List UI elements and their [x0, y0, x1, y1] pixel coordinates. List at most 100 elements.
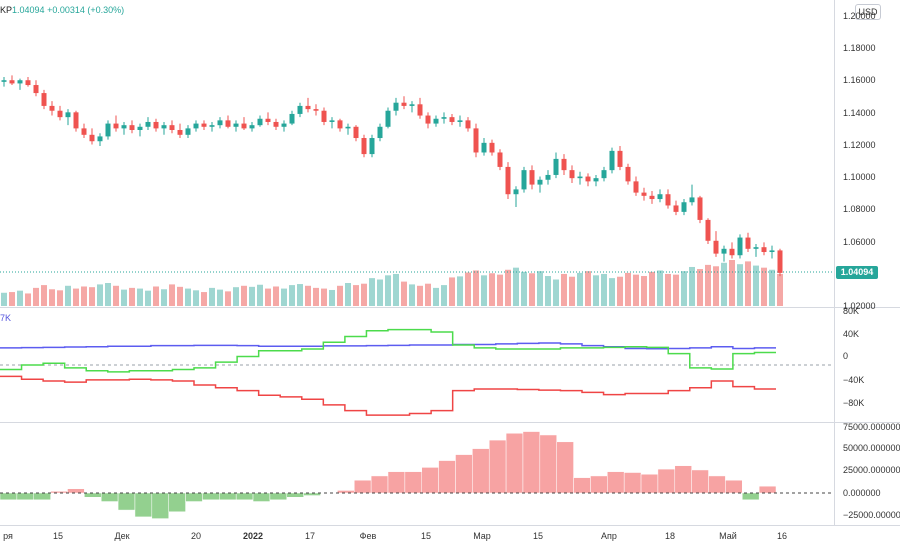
- candle-body: [633, 181, 639, 193]
- volume-bar: [281, 288, 287, 306]
- net-bar: [67, 488, 85, 494]
- volume-bar: [545, 276, 551, 306]
- volume-bar: [297, 284, 303, 306]
- axis-tick-label: 1.16000: [843, 75, 876, 85]
- volume-bar: [737, 264, 743, 306]
- volume-bar: [521, 271, 527, 306]
- volume-bar: [537, 271, 543, 306]
- cot-axis[interactable]: 80K 40K 0 −40K −80K: [835, 306, 900, 422]
- axis-tick-label: 25000.000000: [843, 465, 900, 475]
- candle-body: [353, 126, 359, 139]
- volume-bar: [113, 285, 119, 306]
- net-bar: [623, 472, 642, 494]
- net-bar: [438, 460, 456, 494]
- candle-body: [233, 123, 239, 127]
- candle-body: [449, 117, 455, 122]
- time-axis[interactable]: ря 15 Дек 20 2022 17 Фев 15 Мар 15 Апр 18 Май 16: [0, 526, 834, 545]
- net-bar: [0, 492, 18, 501]
- axis-tick-label: 40K: [843, 329, 860, 339]
- time-tick-label: Май: [719, 531, 737, 541]
- candle-body: [433, 118, 439, 124]
- price-axis[interactable]: 1.20000 1.18000 1.16000 1.14000 1.12000 1.100…: [835, 0, 900, 311]
- axis-tick-label: 80K: [843, 306, 860, 316]
- axis-tick-label: 1.08000: [843, 204, 876, 214]
- volume-bar: [593, 275, 599, 306]
- volume-bar: [217, 289, 223, 306]
- candle-body: [473, 128, 479, 153]
- candle-body: [705, 219, 711, 241]
- volume-bar: [337, 285, 343, 306]
- cot-green-series: [0, 328, 776, 373]
- net-bar: [235, 492, 254, 501]
- volume-bar: [417, 285, 423, 306]
- candle-body: [641, 192, 647, 196]
- candle-body: [609, 150, 615, 171]
- cot-lines-chart: [0, 328, 834, 416]
- volume-bar: [305, 285, 311, 306]
- net-bar: [522, 431, 541, 494]
- hist-axis[interactable]: 75000.000000 50000.000000 25000.000000 0.00…: [835, 422, 900, 525]
- last-price-tag: 1.04094: [836, 266, 878, 279]
- net-bar: [556, 441, 574, 494]
- volume-bar: [57, 290, 63, 306]
- volume-bar: [441, 285, 447, 306]
- volume-bar: [49, 289, 55, 306]
- candlestick-chart[interactable]: [0, 0, 834, 307]
- candle-body: [217, 120, 223, 126]
- candle-body: [297, 105, 303, 114]
- volume-bar: [225, 291, 231, 306]
- pane-divider[interactable]: [0, 422, 900, 423]
- volume-bar: [273, 286, 279, 306]
- volume-bar: [553, 279, 559, 306]
- candle-body: [97, 136, 103, 142]
- volume-bar: [761, 267, 767, 306]
- volume-bar: [129, 287, 135, 306]
- net-bar: [202, 492, 220, 501]
- pane-divider[interactable]: [0, 307, 900, 308]
- candle-body: [9, 80, 15, 84]
- volume-bar: [369, 278, 375, 306]
- volume-bar: [233, 287, 239, 306]
- candle-body: [537, 179, 543, 185]
- volume-bar: [697, 269, 703, 306]
- candle-body: [169, 125, 175, 130]
- net-position-pane[interactable]: [0, 423, 834, 525]
- volume-bar: [625, 272, 631, 306]
- net-bar: [455, 454, 473, 494]
- price-chart-pane[interactable]: [0, 0, 834, 307]
- volume-bar: [425, 283, 431, 306]
- volume-bar: [313, 287, 319, 306]
- candle-body: [145, 121, 151, 127]
- volume-bar: [121, 289, 127, 306]
- net-bar: [286, 492, 304, 498]
- currency-button[interactable]: USD: [855, 4, 881, 20]
- candle-body: [401, 102, 407, 106]
- volume-bar: [721, 262, 727, 306]
- candle-body: [569, 170, 575, 179]
- net-bar: [742, 492, 760, 501]
- net-histogram-chart: [0, 431, 834, 519]
- candle-body: [665, 194, 671, 206]
- candle-body: [657, 194, 663, 200]
- candle-body: [49, 105, 55, 111]
- candle-body: [681, 202, 687, 212]
- candle-body: [209, 125, 215, 127]
- volume-bar: [713, 266, 719, 306]
- candle-body: [649, 195, 655, 200]
- net-bar: [269, 492, 288, 501]
- candle-body: [121, 125, 127, 129]
- cot-indicator-pane[interactable]: [0, 308, 834, 422]
- net-bar: [488, 439, 507, 494]
- candle-body: [225, 120, 231, 127]
- volume-bar: [489, 273, 495, 306]
- candle-body: [761, 247, 767, 253]
- time-tick-label: 20: [190, 531, 202, 541]
- candle-body: [593, 178, 599, 182]
- net-bar: [404, 471, 422, 494]
- volume-bar: [73, 288, 79, 306]
- volume-bar: [777, 273, 783, 306]
- candle-body: [441, 117, 447, 119]
- candle-body: [721, 248, 727, 254]
- volume-bar: [1, 292, 7, 306]
- net-bar: [725, 479, 743, 494]
